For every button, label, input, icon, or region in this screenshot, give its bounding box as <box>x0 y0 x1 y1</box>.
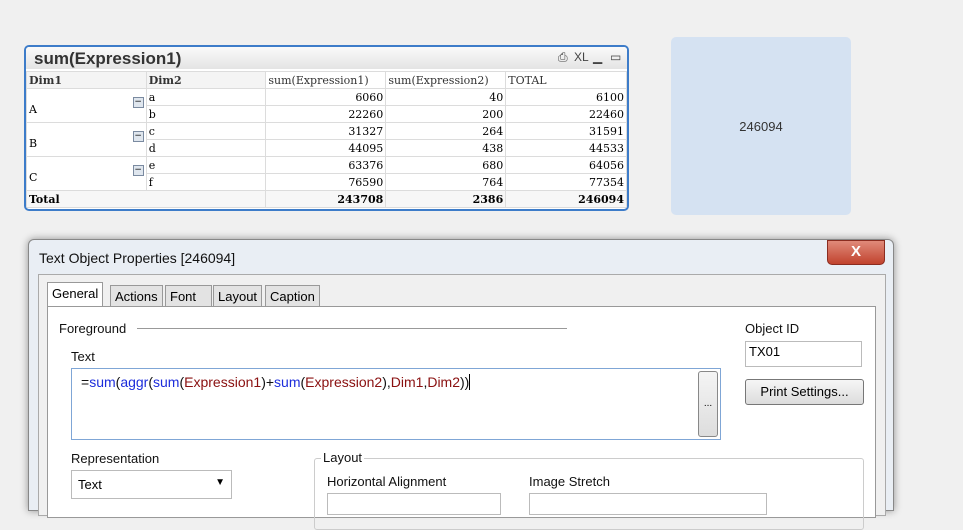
e2-cell: 680 <box>385 156 507 174</box>
dim1-cell[interactable]: − A <box>26 88 147 123</box>
collapse-icon[interactable]: − <box>132 131 144 142</box>
total-cell: 31591 <box>505 122 627 140</box>
expression-token: = <box>81 374 90 390</box>
dim1-cell[interactable]: − C <box>26 156 147 191</box>
general-panel: Foreground Text =sum(aggr(sum(Expression… <box>47 306 876 530</box>
total-cell: 44533 <box>505 139 627 157</box>
total-cell: 22460 <box>505 105 627 123</box>
tab-layout[interactable]: Layout <box>213 285 263 308</box>
dialog-title: Text Object Properties [246094] <box>39 250 236 266</box>
header-row: Dim1 Dim2 sum(Expression1) sum(Expressio… <box>26 71 627 89</box>
horizontal-alignment-select[interactable] <box>327 493 501 515</box>
e1-cell: 31327 <box>265 122 387 140</box>
e1-cell: 63376 <box>265 156 387 174</box>
expression-editor-button[interactable]: ... <box>698 371 718 437</box>
collapse-icon[interactable]: − <box>132 165 144 176</box>
image-stretch-select[interactable] <box>529 493 767 515</box>
xl-export-icon[interactable]: XL <box>574 50 589 64</box>
expression-text: =sum(aggr(sum(Expression1)+sum(Expressio… <box>81 374 471 390</box>
minimize-icon[interactable]: ▁ <box>593 50 603 64</box>
expression-token: ( <box>179 374 185 390</box>
header-e1[interactable]: sum(Expression1) <box>265 71 387 89</box>
layout-group-label: Layout <box>321 450 365 465</box>
close-button[interactable]: X <box>827 240 885 265</box>
text-object[interactable]: 246094 <box>671 37 851 215</box>
expression-token: Expression2 <box>305 374 383 390</box>
header-e2[interactable]: sum(Expression2) <box>385 71 507 89</box>
pivot-grid: Dim1 Dim2 sum(Expression1) sum(Expressio… <box>26 71 627 208</box>
expression-token: , <box>423 374 428 390</box>
dim1-cell[interactable]: − B <box>26 122 147 157</box>
expression-token: )) <box>460 374 470 390</box>
expression-token: ( <box>115 374 121 390</box>
total-cell: 6100 <box>505 88 627 106</box>
table-title: sum(Expression1) <box>34 49 182 68</box>
text-label: Text <box>71 349 95 364</box>
representation-value: Text <box>78 477 102 492</box>
e1-cell: 44095 <box>265 139 387 157</box>
text-cursor <box>469 374 471 390</box>
expression-token: Dim2 <box>427 374 460 390</box>
dim2-cell[interactable]: e <box>145 156 267 174</box>
expression-token: sum <box>89 374 116 390</box>
expression-token: ( <box>300 374 306 390</box>
expression-token: sum <box>153 374 180 390</box>
e2-cell: 764 <box>385 173 507 191</box>
total-e2: 2386 <box>385 190 507 208</box>
properties-dialog: Text Object Properties [246094] X Genera… <box>28 239 894 530</box>
e1-cell: 6060 <box>265 88 387 106</box>
horizontal-alignment-label: Horizontal Alignment <box>327 474 447 489</box>
foreground-label: Foreground <box>59 321 127 336</box>
print-icon[interactable]: ⎙ <box>558 50 568 64</box>
expression-token: sum <box>274 374 301 390</box>
expression-token: )+ <box>261 374 275 390</box>
dialog-body: General Actions Font Layout Caption Fore… <box>38 274 886 530</box>
dim2-cell[interactable]: f <box>145 173 267 191</box>
expression-token: Expression1 <box>184 374 262 390</box>
expression-token: aggr <box>120 374 149 390</box>
dim2-cell[interactable]: b <box>145 105 267 123</box>
tab-general[interactable]: General <box>47 282 104 309</box>
total-cell: 77354 <box>505 173 627 191</box>
e2-cell: 438 <box>385 139 507 157</box>
image-stretch-label: Image Stretch <box>529 474 610 489</box>
e2-cell: 40 <box>385 88 507 106</box>
total-label: Total <box>26 190 267 208</box>
dim2-cell[interactable]: c <box>145 122 267 140</box>
object-id-input[interactable]: TX01 <box>745 341 862 367</box>
tab-actions[interactable]: Actions <box>110 285 163 308</box>
representation-select[interactable]: Text ▼ <box>71 470 232 499</box>
print-settings-button[interactable]: Print Settings... <box>745 379 864 405</box>
expression-token: ( <box>148 374 154 390</box>
tab-font[interactable]: Font <box>165 285 212 308</box>
expression-input[interactable]: =sum(aggr(sum(Expression1)+sum(Expressio… <box>71 368 721 440</box>
expression-token: Dim1 <box>390 374 424 390</box>
e2-cell: 200 <box>385 105 507 123</box>
header-dim1[interactable]: Dim1 <box>26 71 147 89</box>
table-caption: sum(Expression1) ⎙ XL ▁ ▭ <box>26 47 627 69</box>
e1-cell: 76590 <box>265 173 387 191</box>
maximize-icon[interactable]: ▭ <box>610 50 622 64</box>
tab-caption[interactable]: Caption <box>265 285 320 308</box>
representation-label: Representation <box>71 451 160 466</box>
dim2-cell[interactable]: a <box>145 88 267 106</box>
dim2-cell[interactable]: d <box>145 139 267 157</box>
e1-cell: 22260 <box>265 105 387 123</box>
e2-cell: 264 <box>385 122 507 140</box>
header-total[interactable]: TOTAL <box>505 71 627 89</box>
collapse-icon[interactable]: − <box>132 97 144 108</box>
header-dim2[interactable]: Dim2 <box>145 71 267 89</box>
dropdown-arrow-icon: ▼ <box>215 477 225 488</box>
total-e1: 243708 <box>265 190 387 208</box>
total-total: 246094 <box>505 190 627 208</box>
pivot-table: sum(Expression1) ⎙ XL ▁ ▭ Dim1 Dim2 sum(… <box>24 45 629 211</box>
total-cell: 64056 <box>505 156 627 174</box>
object-id-label: Object ID <box>745 321 800 336</box>
expression-token: ), <box>382 374 391 390</box>
total-row: Total 243708 2386 246094 <box>26 190 627 208</box>
divider <box>137 328 567 329</box>
